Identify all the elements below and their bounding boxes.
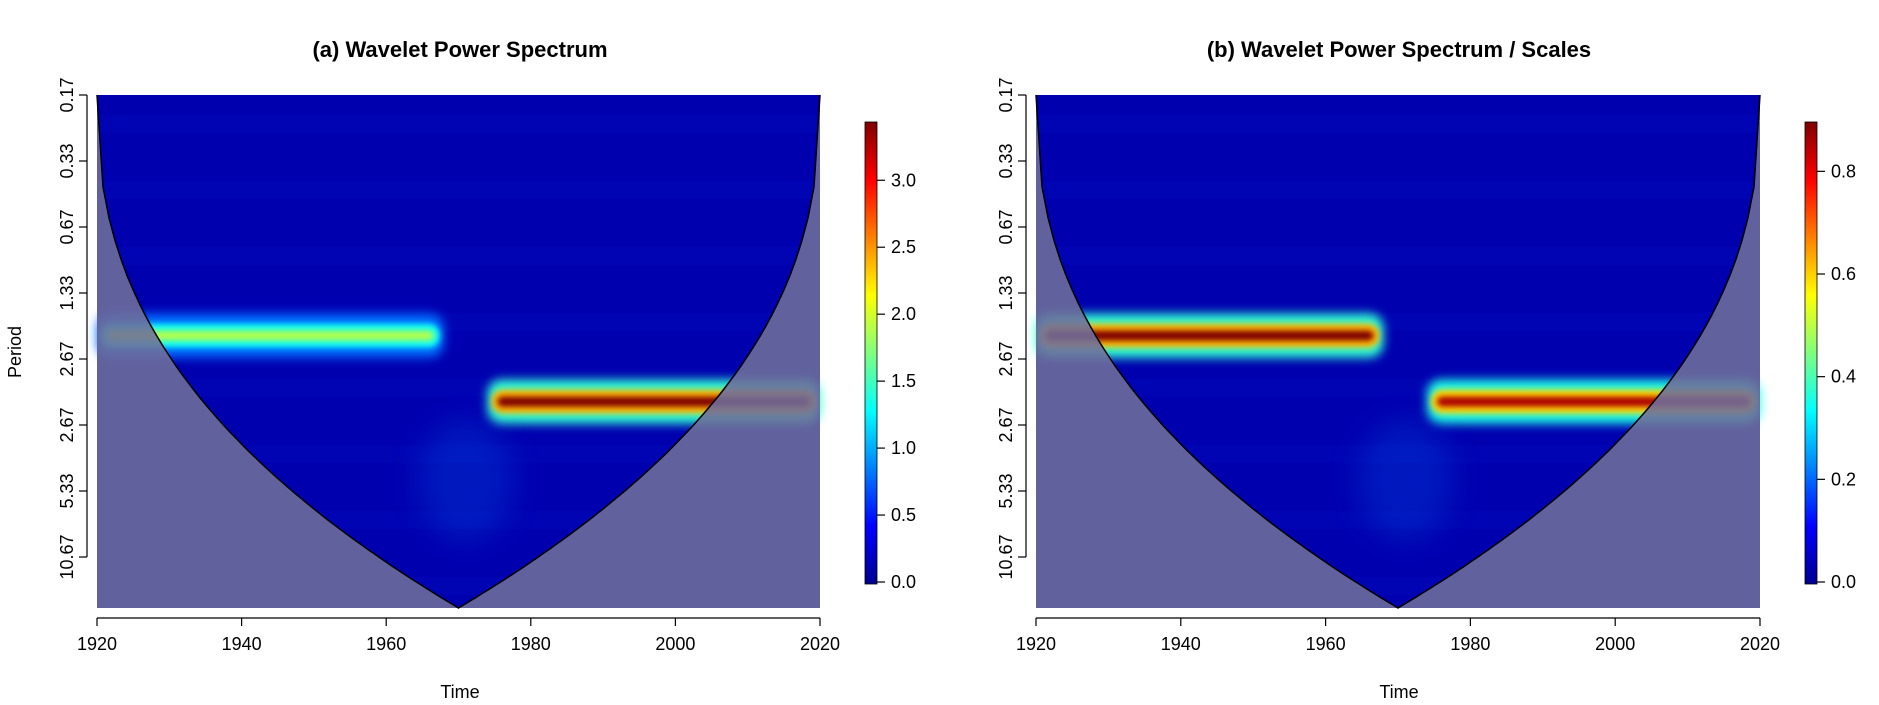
- x-axis-label-a: Time: [440, 682, 479, 702]
- x-axis-label-b: Time: [1379, 682, 1418, 702]
- y-tick-label: 5.33: [996, 473, 1016, 508]
- spectrum-texture-row: [97, 115, 820, 133]
- colorbar-tick-label: 1.0: [891, 438, 916, 458]
- y-tick-label: 5.33: [57, 473, 77, 508]
- x-tick-label: 1940: [1161, 634, 1201, 654]
- y-tick-label: 0.17: [57, 77, 77, 112]
- y-tick-label: 2.67: [57, 407, 77, 442]
- x-tick-label: 2020: [800, 634, 840, 654]
- colorbar-tick-label: 0.6: [1831, 264, 1856, 284]
- panel-a: (a) Wavelet Power Spectrum 1920 1940 1960 1…: [57, 37, 916, 654]
- y-tick-label: 10.67: [996, 534, 1016, 579]
- spectrum-texture-row: [97, 247, 820, 265]
- cone-of-influence-line: [96, 94, 821, 609]
- x-tick-label: 1960: [1306, 634, 1346, 654]
- colorbar-tick-label: 0.5: [891, 505, 916, 525]
- y-tick-label: 1.33: [57, 275, 77, 310]
- power-band-peak: [1046, 330, 1374, 341]
- power-band-peak: [107, 330, 435, 341]
- spectrum-texture-row: [1036, 247, 1760, 265]
- colorbar-tick-label: 3.0: [891, 170, 916, 190]
- colorbar-tick-label: 2.0: [891, 304, 916, 324]
- colorbar-tick-label: 0.4: [1831, 367, 1856, 387]
- colorbar-tick-label: 0.0: [1831, 572, 1856, 592]
- colorbar-tick-label: 1.5: [891, 371, 916, 391]
- y-tick-label: 0.67: [57, 209, 77, 244]
- transition-blob: [1357, 420, 1454, 540]
- colorbar: [864, 121, 878, 585]
- x-tick-label: 1920: [77, 634, 117, 654]
- y-tick-label: 1.33: [996, 275, 1016, 310]
- x-tick-label: 1960: [366, 634, 406, 654]
- y-tick-label: 10.67: [57, 534, 77, 579]
- x-tick-label: 2000: [1595, 634, 1635, 654]
- spectrum-texture-row: [1036, 115, 1760, 133]
- x-tick-label: 2000: [655, 634, 695, 654]
- panel-b: (b) Wavelet Power Spectrum / Scales 1920…: [996, 37, 1856, 654]
- x-tick-label: 1920: [1016, 634, 1056, 654]
- transition-blob: [417, 420, 514, 540]
- y-tick-label: 0.33: [996, 143, 1016, 178]
- cone-of-influence-shade: [97, 95, 820, 608]
- x-tick-label: 2020: [1740, 634, 1780, 654]
- y-tick-label: 0.33: [57, 143, 77, 178]
- colorbar-tick-label: 2.5: [891, 237, 916, 257]
- x-tick-label: 1980: [511, 634, 551, 654]
- y-tick-label: 2.67: [996, 341, 1016, 376]
- chart-title-b: (b) Wavelet Power Spectrum / Scales: [1207, 37, 1591, 62]
- y-axis-label-a: Period: [5, 326, 25, 378]
- spectrum-texture-row: [1036, 181, 1760, 199]
- x-tick-label: 1940: [222, 634, 262, 654]
- colorbar-tick-label: 0.2: [1831, 469, 1856, 489]
- colorbar-tick-label: 0.8: [1831, 161, 1856, 181]
- cone-of-influence-shade: [1036, 95, 1760, 608]
- x-tick-label: 1980: [1450, 634, 1490, 654]
- y-tick-label: 0.67: [996, 209, 1016, 244]
- chart-title-a: (a) Wavelet Power Spectrum: [312, 37, 607, 62]
- colorbar-tick-label: 0.0: [891, 572, 916, 592]
- spectrum-texture-row: [97, 181, 820, 199]
- y-tick-label: 0.17: [996, 77, 1016, 112]
- cone-of-influence-line: [1035, 94, 1761, 609]
- y-tick-label: 2.67: [57, 341, 77, 376]
- y-tick-label: 2.67: [996, 407, 1016, 442]
- colorbar: [1804, 121, 1818, 585]
